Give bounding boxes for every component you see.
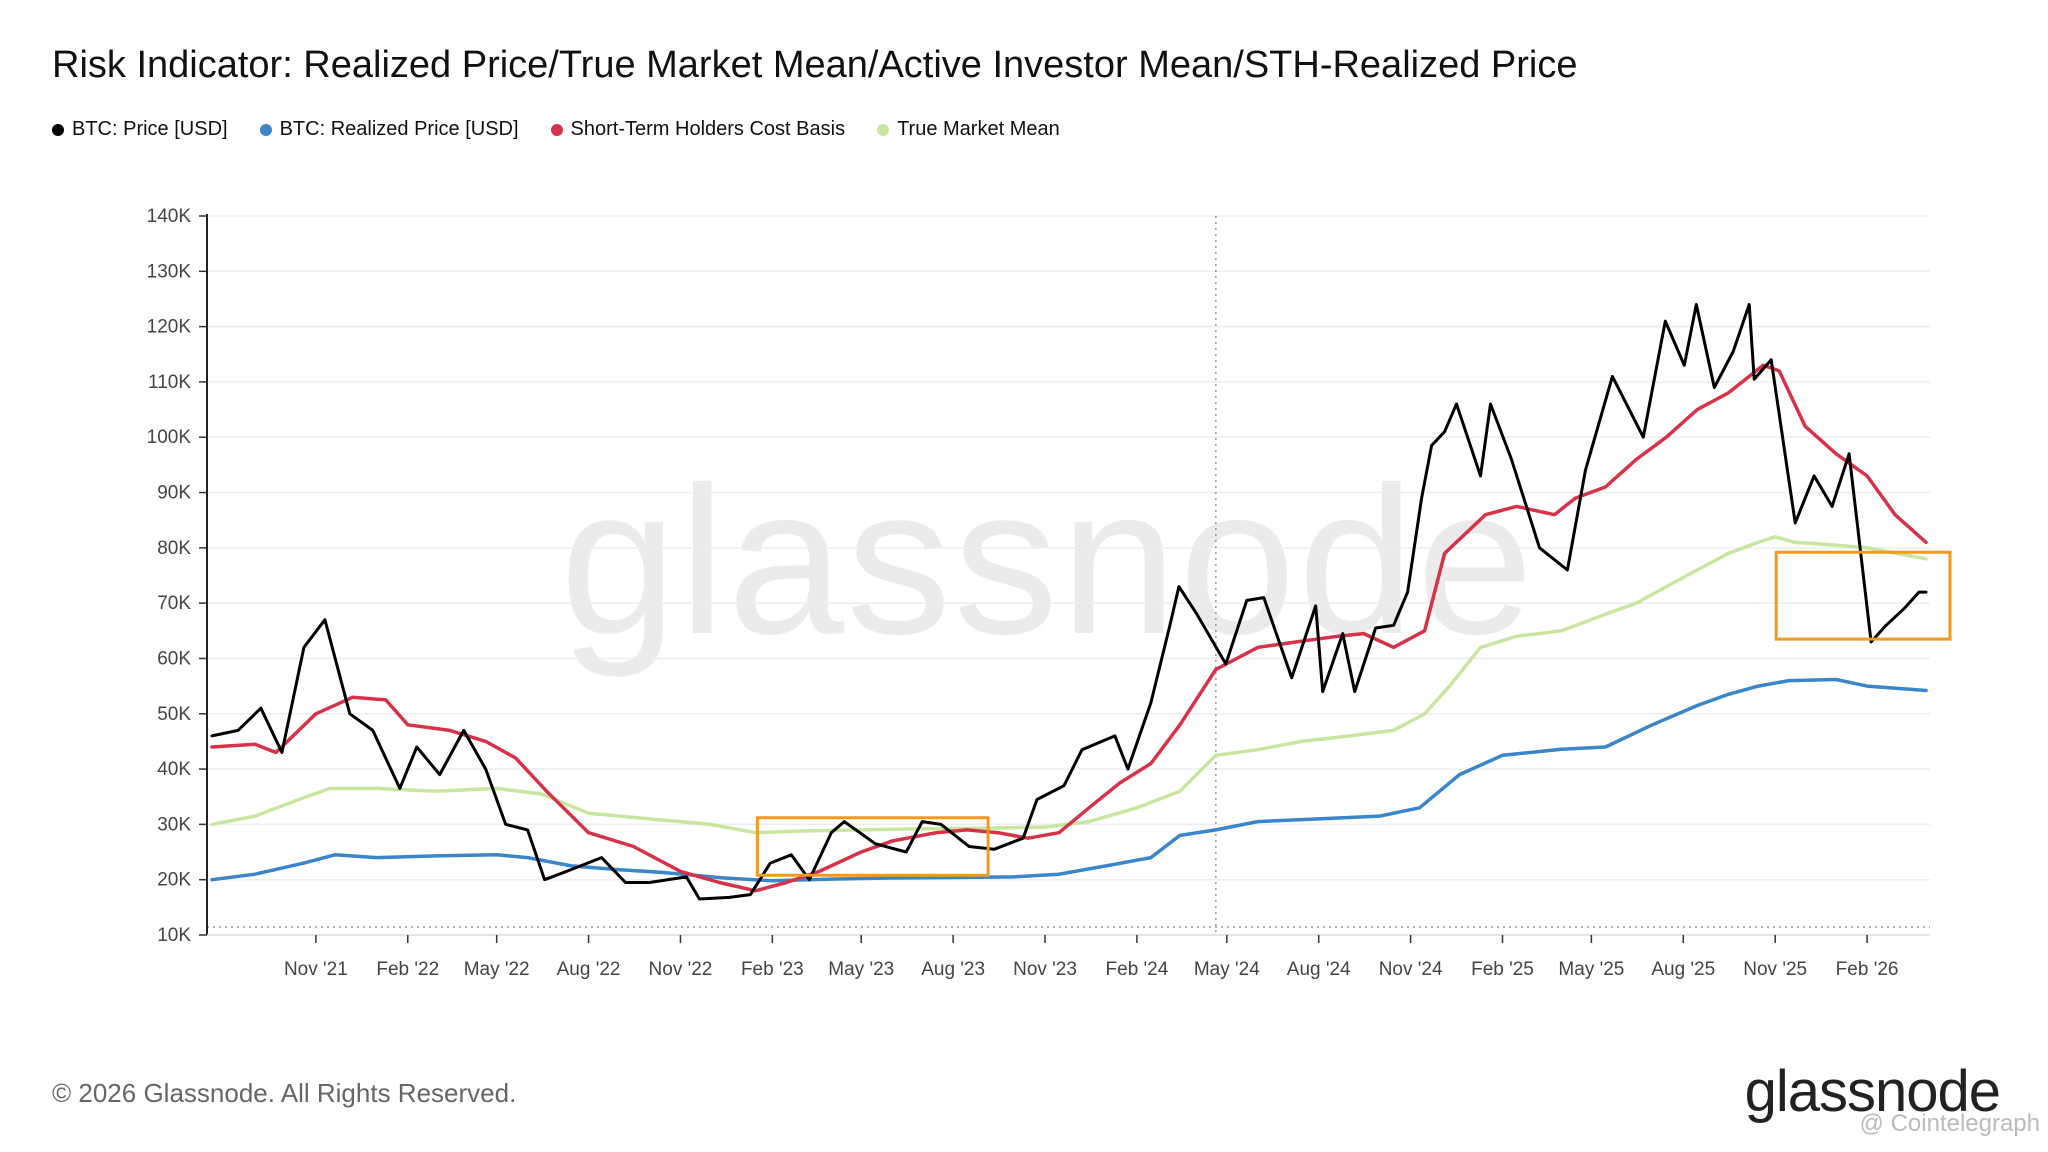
series-line-btc-realized-price-usd bbox=[210, 677, 1928, 883]
legend-dot-price bbox=[52, 123, 64, 136]
y-tick-label: 40K bbox=[157, 759, 191, 780]
x-tick-label: May '23 bbox=[828, 959, 894, 980]
y-tick-label: 30K bbox=[157, 814, 191, 835]
highlight-box bbox=[1774, 550, 1952, 641]
y-tick-label: 50K bbox=[157, 704, 191, 725]
x-tick-label: Nov '24 bbox=[1379, 959, 1443, 980]
x-tick-label: Nov '21 bbox=[284, 959, 348, 980]
glassnode-logo: glassnode bbox=[1744, 1059, 2001, 1124]
legend-item-true-market-mean[interactable]: True Market Mean bbox=[877, 118, 1060, 141]
y-tick-label: 80K bbox=[157, 538, 191, 559]
series-line-short-term-holders-cost-basis bbox=[210, 363, 1928, 893]
legend-item-price[interactable]: BTC: Price [USD] bbox=[52, 118, 228, 141]
x-tick-label: Feb '24 bbox=[1106, 959, 1169, 980]
y-tick-label: 110K bbox=[148, 372, 191, 393]
y-tick-label: 100K bbox=[147, 427, 192, 448]
x-tick-label: Aug '23 bbox=[921, 959, 985, 980]
y-tick-label: 120K bbox=[147, 317, 192, 338]
legend-item-realized-price[interactable]: BTC: Realized Price [USD] bbox=[259, 118, 519, 141]
legend-label-sth-cost-basis: Short-Term Holders Cost Basis bbox=[570, 118, 846, 140]
x-tick-label: Aug '25 bbox=[1651, 959, 1715, 980]
legend-label-true-market-mean: True Market Mean bbox=[897, 118, 1060, 140]
legend-dot-realized-price bbox=[259, 123, 272, 136]
x-tick-label: May '24 bbox=[1194, 959, 1260, 980]
y-tick-label: 60K bbox=[157, 648, 191, 669]
x-tick-label: Feb '23 bbox=[741, 959, 804, 980]
legend-label-price: BTC: Price [USD] bbox=[72, 118, 228, 140]
y-tick-label: 140K bbox=[147, 206, 192, 227]
y-tick-label: 130K bbox=[147, 261, 192, 282]
highlight-box bbox=[755, 816, 990, 877]
legend-item-sth-cost-basis[interactable]: Short-Term Holders Cost Basis bbox=[550, 118, 846, 141]
x-tick-label: Feb '26 bbox=[1836, 959, 1899, 980]
cointelegraph-credit: @ Cointelegraph bbox=[1859, 1110, 2040, 1137]
x-tick-label: Nov '23 bbox=[1013, 959, 1077, 980]
copyright: © 2026 Glassnode. All Rights Reserved. bbox=[52, 1078, 517, 1108]
chart-title: Risk Indicator: Realized Price/True Mark… bbox=[52, 44, 1578, 86]
y-tick-label: 20K bbox=[157, 870, 191, 891]
legend-dot-true-market-mean bbox=[877, 123, 890, 136]
x-tick-label: May '22 bbox=[464, 959, 530, 980]
x-tick-label: Feb '22 bbox=[376, 959, 439, 980]
y-tick-label: 90K bbox=[157, 483, 191, 504]
series-line-btc-price-usd bbox=[210, 303, 1928, 901]
y-tick-label: 10K bbox=[157, 925, 191, 946]
x-tick-label: Nov '22 bbox=[649, 959, 713, 980]
x-tick-label: Nov '25 bbox=[1743, 959, 1807, 980]
series-line-true-market-mean bbox=[210, 535, 1928, 835]
x-tick-label: Aug '24 bbox=[1287, 959, 1351, 980]
y-tick-label: 70K bbox=[157, 593, 191, 614]
legend: BTC: Price [USD] BTC: Realized Price [US… bbox=[52, 118, 1060, 141]
legend-dot-sth-cost-basis bbox=[550, 123, 563, 136]
legend-label-realized-price: BTC: Realized Price [USD] bbox=[279, 118, 519, 140]
x-tick-label: Aug '22 bbox=[557, 959, 621, 980]
x-tick-label: Feb '25 bbox=[1471, 959, 1534, 980]
x-tick-label: May '25 bbox=[1558, 959, 1624, 980]
